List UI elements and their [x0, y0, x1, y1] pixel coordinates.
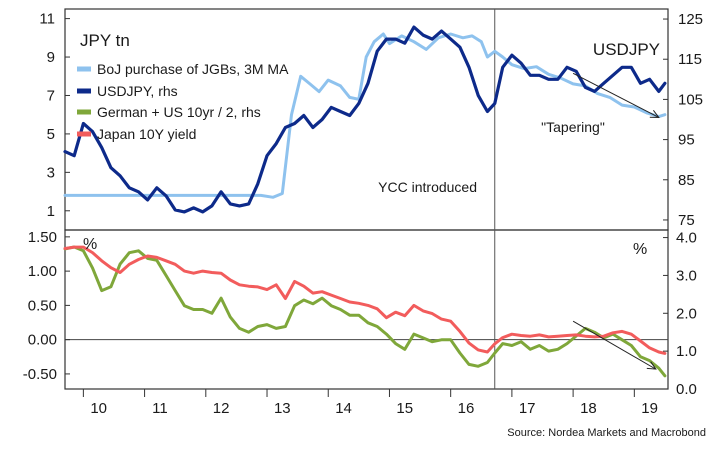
- x-tick-label: 12: [213, 400, 230, 417]
- series-line-usdjpy: [63, 25, 667, 214]
- top-right-tick-label: 95: [678, 132, 695, 149]
- annotation-tapering: "Tapering": [541, 119, 605, 135]
- bottom-left-tick-label: 0.00: [28, 332, 57, 349]
- bottom-right-tick-label: 4.0: [676, 230, 697, 247]
- bottom-left-tick-label: 1.00: [28, 263, 57, 280]
- bottom-right-tick-label: 0.0: [676, 381, 697, 398]
- top-left-tick-label: 11: [39, 11, 55, 28]
- bottom-right-tick-label: 3.0: [676, 267, 697, 284]
- top-right-tick-label: 105: [678, 91, 703, 108]
- x-tick-label: 10: [90, 400, 107, 417]
- series-line-japan10y: [63, 245, 667, 355]
- bottom-right-tick-label: 2.0: [676, 305, 697, 322]
- source-note: Source: Nordea Markets and Macrobond: [507, 427, 706, 439]
- x-tick-label: 16: [458, 400, 475, 417]
- legend-label-usdjpy: USDJPY, rhs: [97, 83, 178, 99]
- legend-label-boj: BoJ purchase of JGBs, 3M MA: [97, 61, 289, 77]
- x-tick-label: 13: [274, 400, 291, 417]
- bottom-tick-group: 1.50 1.00 0.50 0.00 -0.50 4.0 3.0 2.0 1.0 0.0: [23, 229, 697, 398]
- bottom-panel-frame: [64, 229, 669, 390]
- bottom-right-tick-label: 1.0: [676, 343, 697, 360]
- x-tick-label: 11: [152, 400, 168, 417]
- top-left-axis-title: JPY tn: [80, 31, 130, 50]
- top-right-axis-title: USDJPY: [593, 40, 660, 59]
- x-tick-label: 19: [641, 400, 658, 417]
- x-tick-label: 17: [519, 400, 536, 417]
- top-right-tick-label: 85: [678, 172, 695, 189]
- x-tick-label: 14: [335, 400, 352, 417]
- bottom-left-tick-label: 1.50: [28, 229, 57, 246]
- bottom-right-axis-title: %: [633, 241, 647, 258]
- top-trend-arrow-head: [649, 110, 660, 119]
- series-line-boj: [63, 32, 667, 199]
- top-tick-group: 1 3 5 7 9 11 75 85 95 105 115 125: [39, 11, 703, 229]
- legend: BoJ purchase of JGBs, 3M MA USDJPY, rhs …: [77, 61, 289, 142]
- legend-label-german-us: German + US 10yr / 2, rhs: [97, 104, 261, 120]
- series-line-german-us: [63, 245, 667, 378]
- top-left-tick-label: 7: [47, 87, 55, 104]
- bottom-trend-arrow-head: [646, 361, 657, 370]
- legend-label-japan10y: Japan 10Y yield: [97, 126, 196, 142]
- x-tick-label: 18: [580, 400, 597, 417]
- series-layer: [63, 25, 667, 378]
- top-left-tick-label: 3: [47, 164, 55, 181]
- bottom-left-axis-title: %: [83, 236, 97, 253]
- top-left-tick-label: 5: [47, 126, 55, 143]
- x-tick-group: 10 11 12 13 14 15 16 17 18 19: [82, 389, 658, 417]
- annotation-ycc: YCC introduced: [378, 179, 477, 195]
- bottom-left-tick-label: -0.50: [23, 366, 57, 383]
- trend-arrow-layer: [572, 72, 660, 370]
- top-right-tick-label: 125: [678, 11, 703, 28]
- top-left-tick-label: 1: [47, 203, 55, 220]
- top-right-tick-label: 115: [678, 51, 702, 68]
- bottom-left-tick-label: 0.50: [28, 297, 57, 314]
- top-right-tick-label: 75: [678, 212, 695, 229]
- bottom-trend-arrow-shaft: [572, 320, 657, 370]
- top-trend-arrow-shaft: [572, 72, 660, 118]
- top-left-tick-label: 9: [47, 49, 55, 66]
- x-tick-label: 15: [396, 400, 413, 417]
